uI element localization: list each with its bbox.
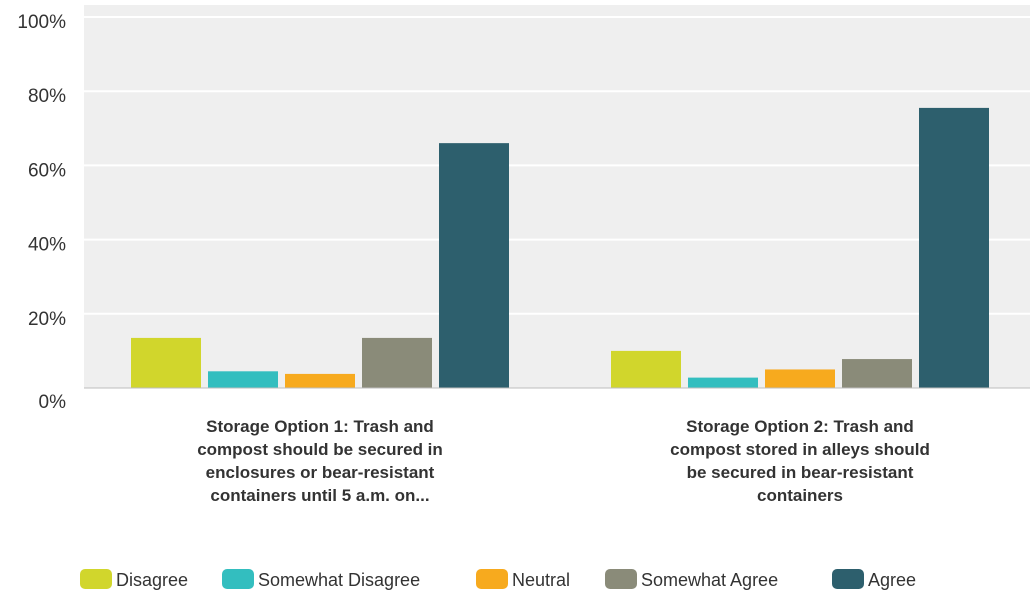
legend-label: Neutral	[512, 570, 570, 590]
category-label-line: Storage Option 2: Trash and	[686, 417, 914, 436]
y-tick-label: 100%	[17, 12, 66, 33]
y-tick-label: 20%	[28, 309, 66, 330]
y-tick-label: 0%	[39, 392, 67, 413]
legend-label: Somewhat Disagree	[258, 570, 420, 590]
legend-swatch	[605, 569, 637, 589]
bars	[131, 107, 989, 389]
category-label-line: Storage Option 1: Trash and	[206, 417, 434, 436]
y-tick-label: 80%	[28, 86, 66, 107]
bar-agree	[439, 143, 509, 388]
gridlines	[84, 16, 1030, 315]
category-label-line: containers until 5 a.m. on...	[210, 486, 429, 505]
bar-disagree	[131, 337, 201, 388]
y-axis-ticks: 0% 20% 40% 60% 80% 100%	[17, 12, 66, 413]
legend-swatch	[832, 569, 864, 589]
category-label-line: be secured in bear-resistant	[687, 463, 914, 482]
bar-somewhat-agree	[842, 359, 912, 388]
legend-label: Agree	[868, 570, 916, 590]
category-label-line: compost stored in alleys should	[670, 440, 930, 459]
y-tick-label: 60%	[28, 160, 66, 181]
bar-agree	[919, 107, 989, 389]
legend-swatch	[222, 569, 254, 589]
bar-somewhat-disagree	[208, 371, 278, 388]
y-tick-label: 40%	[28, 235, 66, 256]
bar-disagree	[611, 350, 681, 388]
category-labels: Storage Option 1: Trash and compost shoul…	[197, 417, 930, 505]
plot-area	[84, 5, 1030, 388]
legend-label: Somewhat Agree	[641, 570, 778, 590]
legend-label: Disagree	[116, 570, 188, 590]
legend-swatch	[476, 569, 508, 589]
legend: Disagree Somewhat Disagree Neutral Somewhat…	[80, 569, 916, 590]
legend-swatch	[80, 569, 112, 589]
category-label-line: enclosures or bear-resistant	[206, 463, 435, 482]
bar-neutral	[765, 369, 835, 388]
category-label-line: containers	[757, 486, 843, 505]
bar-somewhat-disagree	[688, 377, 758, 388]
bar-neutral	[285, 373, 355, 388]
category-label-line: compost should be secured in	[197, 440, 443, 459]
bar-somewhat-agree	[362, 337, 432, 388]
